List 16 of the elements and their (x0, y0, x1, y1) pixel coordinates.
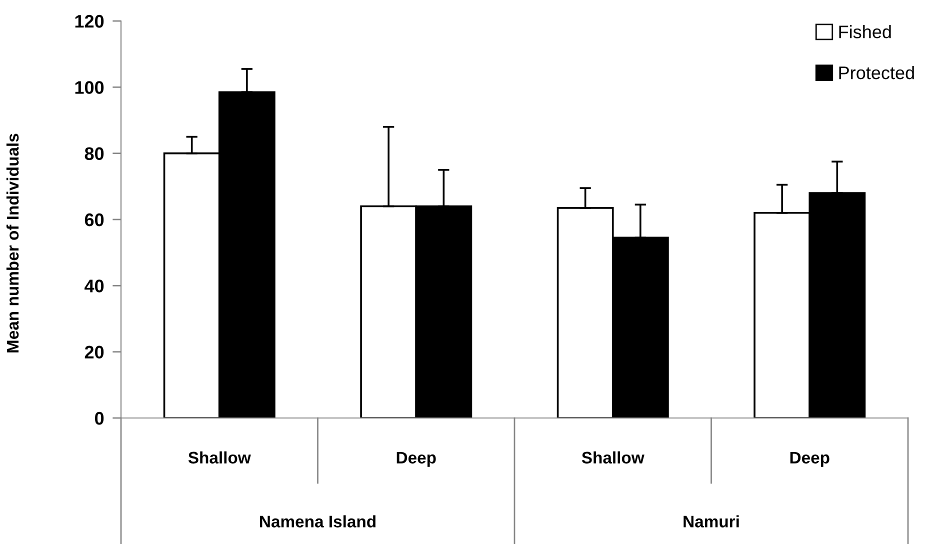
x-tick-label: Shallow (188, 451, 251, 464)
y-tick-label: 40 (84, 280, 104, 292)
x-tick-label: Deep (790, 452, 830, 467)
y-tick-label: 20 (84, 346, 104, 359)
y-tick-label: 60 (84, 213, 104, 226)
legend-label: Protected (839, 66, 914, 80)
y-tick-label: 120 (75, 14, 104, 28)
text: Namena Island (260, 515, 376, 528)
y-tick-label: 80 (84, 147, 104, 160)
x-tick-label: Deep (396, 452, 436, 467)
text: Namuri (684, 515, 739, 528)
x-tick-label: Shallow (582, 451, 644, 464)
legend-label: Fished (839, 25, 891, 38)
y-axis-title: Mean number of Individuals (6, 134, 19, 352)
y-tick-label: 100 (75, 81, 104, 94)
y-tick-label: 0 (95, 412, 104, 425)
